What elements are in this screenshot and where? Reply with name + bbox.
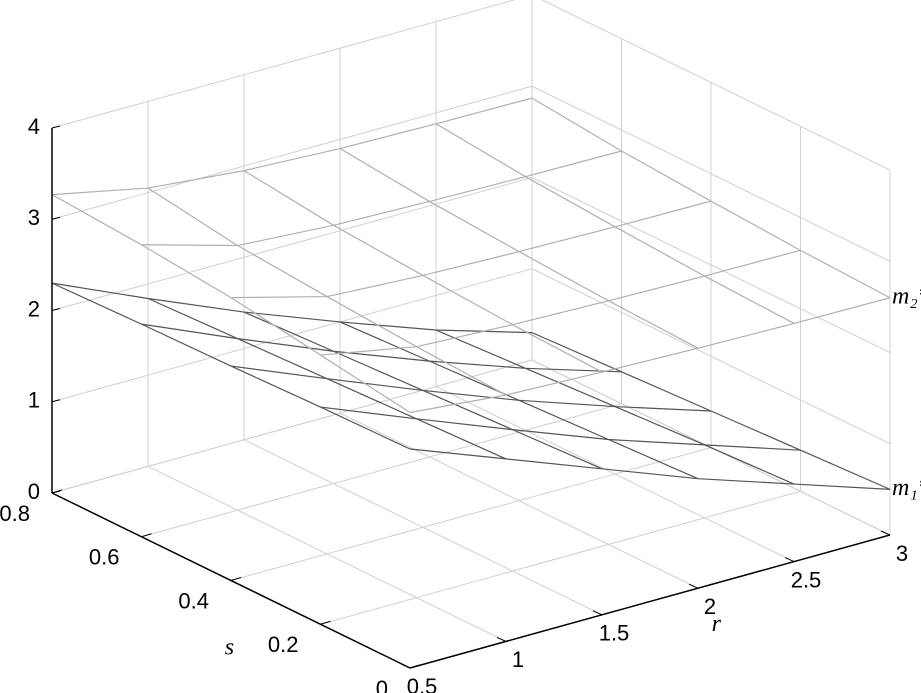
surface-mesh-line [320, 406, 801, 451]
z-tick [51, 216, 61, 220]
x-tick [400, 663, 411, 669]
surface-mesh-line [230, 365, 712, 412]
y-tick-label: 0.4 [178, 588, 209, 613]
y-tick-label: 0.8 [0, 501, 30, 526]
surface-mesh-line [141, 323, 622, 373]
x-tick-label: 1.5 [599, 621, 630, 646]
surface-mesh-line [409, 297, 891, 414]
y-tick [230, 577, 242, 581]
y-tick-label: 0 [376, 676, 388, 693]
x-tick-label: 2 [704, 594, 716, 619]
y-tick [141, 533, 152, 538]
surface-mesh-line [51, 194, 411, 414]
x-tick [688, 583, 699, 589]
z-tick-label: 2 [28, 296, 40, 321]
surface-mesh-line [531, 332, 891, 490]
z-tick-label: 3 [28, 205, 40, 230]
surface-mesh-line [147, 187, 507, 396]
y-tick-label: 0.2 [268, 632, 299, 657]
surface-mesh-line [435, 329, 795, 485]
y-tick-label: 0.6 [89, 545, 120, 570]
x-tick-label: 1 [512, 647, 524, 672]
grid-line [531, 268, 891, 445]
legend-label: m₂* [892, 283, 921, 309]
surface-mesh-line [51, 97, 533, 196]
grid-line [531, 85, 891, 262]
grid-line [51, 0, 516, 129]
z-tick-label: 1 [28, 388, 40, 413]
surface-mesh-line [409, 448, 891, 490]
surface-mesh-line [147, 297, 507, 460]
x-tick [880, 530, 891, 536]
z-tick [51, 125, 61, 129]
grid-line [51, 85, 533, 220]
grid-line [230, 447, 712, 581]
grid-line [541, 0, 891, 171]
x-axis [409, 534, 891, 669]
grid-line [531, 177, 891, 353]
x-tick [784, 557, 795, 563]
surface-mesh-line [320, 249, 801, 356]
surface-mesh-line [435, 123, 795, 324]
z-tick [51, 308, 61, 311]
surface-mesh-line [51, 282, 411, 450]
surface-mesh-line [531, 97, 891, 299]
surface-mesh-line [243, 311, 603, 470]
x-tick [592, 610, 603, 616]
surface-mesh-line [141, 150, 622, 247]
surface-mesh-line [243, 170, 603, 373]
x-tick-label: 3 [896, 541, 908, 566]
surface-mesh-line [339, 148, 699, 349]
z-tick [51, 399, 61, 403]
y-tick [51, 489, 63, 494]
grid-line [51, 359, 533, 494]
surface-mesh-line [230, 200, 712, 299]
x-axis-label: r [712, 611, 722, 637]
surface-mesh-line [339, 321, 699, 480]
z-tick-label: 4 [28, 114, 40, 139]
y-axis-label: s [225, 634, 234, 660]
grid-line [51, 177, 533, 311]
legend-label: m₁* [892, 475, 921, 501]
y-tick [320, 620, 331, 625]
surface-mesh-line [51, 282, 533, 334]
grid-line [320, 490, 801, 625]
x-tick-label: 0.5 [407, 674, 438, 693]
y-tick [409, 664, 421, 669]
grid-line [141, 403, 622, 538]
grid-line [51, 268, 533, 403]
x-tick [496, 636, 507, 642]
z-tick-label: 0 [28, 479, 40, 504]
x-tick-label: 2.5 [791, 567, 822, 592]
